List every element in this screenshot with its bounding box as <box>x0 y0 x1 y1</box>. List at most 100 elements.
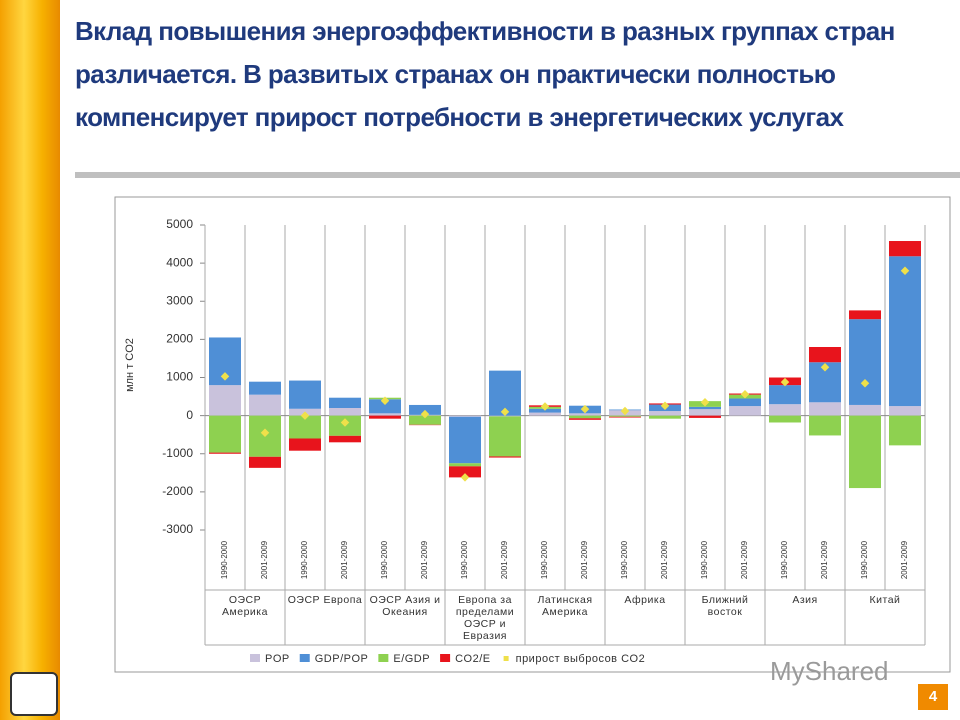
bar-segment <box>369 399 401 414</box>
bar-segment <box>289 380 321 409</box>
bar-segment <box>849 404 881 416</box>
group-label-box: Китай <box>869 594 901 606</box>
bar-segment <box>689 415 721 418</box>
bar-segment <box>249 456 281 468</box>
bar-segment <box>889 241 921 257</box>
bar-segment <box>449 466 481 478</box>
bar-segment <box>489 416 521 457</box>
net-point <box>580 404 590 414</box>
bar-segment <box>209 415 241 453</box>
net-point <box>500 407 510 417</box>
bar-segment <box>809 415 841 436</box>
legend-label: CO2/E <box>455 653 491 665</box>
legend-swatch <box>440 654 451 662</box>
net-point <box>900 266 910 275</box>
y-tick-label: 1000 <box>166 370 193 384</box>
watermark: MyShared <box>770 656 889 686</box>
bar-segment <box>569 415 601 419</box>
bar-segment <box>449 463 481 467</box>
x-tick-label: 1990-2000 <box>220 540 229 579</box>
net-point <box>780 377 790 387</box>
slide-title: Вклад повышения энергоэффективности в ра… <box>75 16 895 132</box>
bar-segment <box>569 413 601 416</box>
x-tick-label: 1990-2000 <box>300 540 309 579</box>
group-label: ОЭСР Азия и Океания <box>369 594 441 618</box>
bar-segment <box>849 310 881 320</box>
bar-segment <box>289 415 321 439</box>
bar-segment <box>889 415 921 446</box>
bar-segment <box>569 418 601 420</box>
group-label-box: Азия <box>792 594 817 606</box>
net-point <box>460 473 470 482</box>
net-point <box>260 428 270 438</box>
y-tick-label: 5000 <box>166 217 193 231</box>
net-point <box>820 362 830 372</box>
bar-segment <box>889 406 921 416</box>
x-tick-label: 1990-2000 <box>780 540 789 579</box>
y-tick-label: -3000 <box>162 522 193 536</box>
bar-segment <box>849 415 881 489</box>
legend-label: POP <box>265 653 290 665</box>
legend-label: GDP/POP <box>315 653 369 665</box>
group-label: Европа за пределами ОЭСР и Евразия <box>455 594 515 642</box>
legend-label: прирост выбросов CO2 <box>516 653 646 665</box>
x-tick-label: 1990-2000 <box>860 540 869 579</box>
bar-segment <box>329 408 361 416</box>
bar-segment <box>809 347 841 363</box>
net-point <box>220 372 230 381</box>
bar-segment <box>649 415 681 419</box>
net-point <box>620 406 630 416</box>
legend-swatch <box>299 654 310 662</box>
group-label-box: Латинская Америка <box>537 594 593 618</box>
net-point <box>380 396 390 405</box>
group-label-box: ОЭСР Европа <box>287 594 363 606</box>
net-point <box>860 378 870 388</box>
bar-segment <box>529 412 561 416</box>
x-tick-label: 2001-2009 <box>900 540 909 579</box>
bar-segment <box>449 416 481 464</box>
bar-segment <box>809 402 841 416</box>
group-label: Китай <box>869 594 901 606</box>
bar-segment <box>769 385 801 405</box>
net-point <box>420 409 430 419</box>
x-tick-label: 1990-2000 <box>380 540 389 579</box>
net-point <box>340 418 350 427</box>
bar-segment <box>689 409 721 416</box>
bar-segment <box>729 398 761 407</box>
group-label: ОЭСР Европа <box>287 594 363 606</box>
bar-segment <box>729 406 761 416</box>
group-label: Ближний восток <box>701 594 749 618</box>
legend-swatch <box>250 654 260 662</box>
x-tick-label: 2001-2009 <box>420 540 429 579</box>
group-label-box: Ближний восток <box>701 594 749 618</box>
bar-segment <box>329 435 361 443</box>
net-point <box>540 402 550 411</box>
legend-swatch <box>503 656 509 661</box>
bar-segment <box>329 397 361 408</box>
x-tick-label: 1990-2000 <box>460 540 469 579</box>
legend-swatch <box>378 654 389 662</box>
net-point <box>700 398 710 407</box>
group-label: Латинская Америка <box>537 594 593 618</box>
bar-segment <box>289 438 321 451</box>
net-point <box>740 390 750 399</box>
y-axis-label: млн т CO2 <box>124 338 136 392</box>
bar-segment <box>249 394 281 416</box>
y-tick-label: 3000 <box>166 293 193 307</box>
net-point <box>300 411 310 420</box>
y-tick-label: 2000 <box>166 332 193 346</box>
group-label-box: ОЭСР Азия и Океания <box>369 594 441 618</box>
group-label-box: ОЭСР Америка <box>222 594 267 618</box>
x-tick-label: 2001-2009 <box>500 540 509 579</box>
bar-segment <box>209 385 241 416</box>
bar-segment <box>609 416 641 418</box>
logo <box>10 672 58 716</box>
y-tick-label: 0 <box>186 408 193 422</box>
bar-segment <box>609 415 641 417</box>
group-label-box: Африка <box>624 594 665 606</box>
x-tick-label: 2001-2009 <box>660 540 669 579</box>
net-point <box>660 401 670 410</box>
x-tick-label: 1990-2000 <box>540 540 549 579</box>
bar-segment <box>649 411 681 416</box>
